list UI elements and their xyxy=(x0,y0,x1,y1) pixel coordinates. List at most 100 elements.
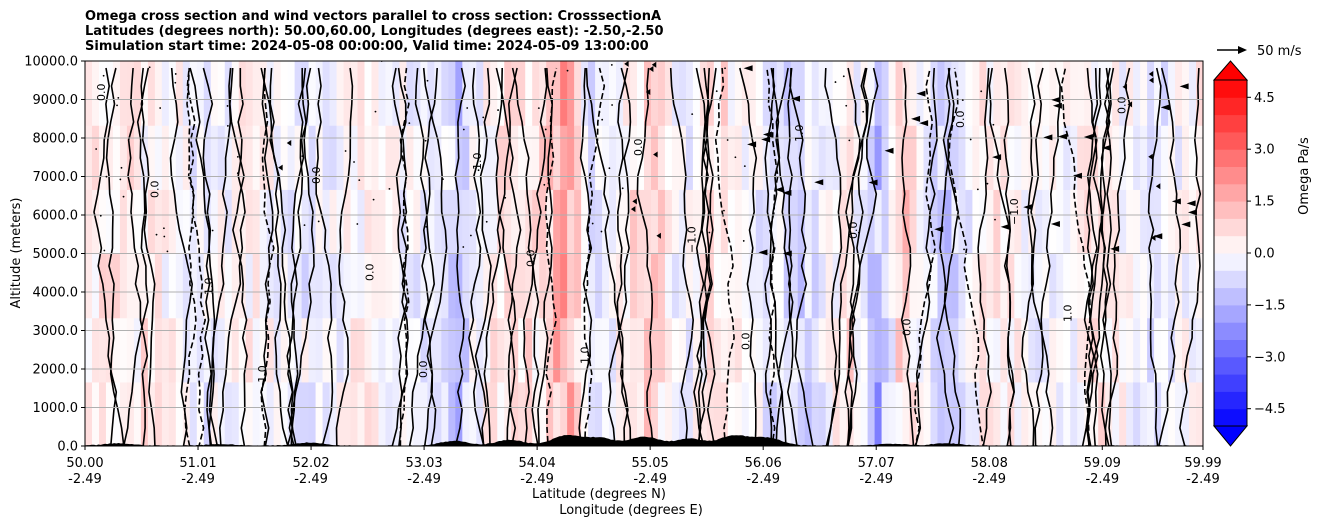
omega-cell xyxy=(406,317,415,383)
omega-cell xyxy=(574,381,582,446)
omega-cell xyxy=(776,381,785,446)
omega-cell xyxy=(539,125,547,190)
omega-cell xyxy=(406,253,415,319)
omega-cell xyxy=(364,125,373,190)
omega-cell xyxy=(350,317,359,383)
omega-cell xyxy=(85,253,93,319)
omega-cell xyxy=(867,381,876,446)
omega-cell xyxy=(965,125,974,190)
omega-cell xyxy=(727,381,736,446)
omega-cell xyxy=(469,381,477,446)
omega-cell xyxy=(657,125,666,190)
omega-cell xyxy=(1126,125,1134,190)
omega-cell xyxy=(706,189,715,255)
contour-line xyxy=(1179,67,1202,446)
omega-cell xyxy=(797,253,806,319)
x-tick-label-lat: 59.09 xyxy=(1084,456,1121,471)
omega-cell xyxy=(329,61,338,126)
omega-cell xyxy=(266,253,275,319)
wind-vector-dot xyxy=(353,161,355,163)
omega-cell xyxy=(532,125,540,190)
omega-cell xyxy=(455,317,463,383)
omega-cell xyxy=(748,125,757,190)
omega-cell xyxy=(1154,189,1162,255)
omega-cell xyxy=(301,61,310,126)
omega-cell xyxy=(245,253,254,319)
omega-cell xyxy=(343,253,352,319)
omega-cell xyxy=(1161,253,1169,319)
omega-cell xyxy=(1182,61,1190,126)
omega-cell xyxy=(790,381,799,446)
contour-line xyxy=(511,67,542,446)
contour-label: 0.0 xyxy=(364,264,377,282)
omega-cell xyxy=(664,125,673,190)
omega-cell xyxy=(664,61,673,126)
colorbar-label: Omega Pa/s xyxy=(1297,137,1312,215)
omega-cell xyxy=(217,253,226,319)
omega-cell xyxy=(1007,125,1015,190)
contour-line xyxy=(169,67,194,446)
omega-cell xyxy=(1126,61,1134,126)
omega-cell xyxy=(839,381,848,446)
wind-vector xyxy=(632,198,637,205)
omega-cell xyxy=(1168,61,1176,126)
omega-cell xyxy=(196,381,205,446)
omega-cell xyxy=(1091,61,1099,126)
omega-cell xyxy=(567,125,575,190)
omega-cell xyxy=(657,61,666,126)
omega-cell xyxy=(993,317,1001,383)
omega-cell xyxy=(133,61,142,126)
wind-vector xyxy=(1187,209,1197,216)
omega-cell xyxy=(1021,381,1029,446)
omega-cell xyxy=(273,125,282,190)
omega-cell xyxy=(518,61,526,126)
omega-cell xyxy=(441,317,449,383)
omega-cell xyxy=(553,189,561,255)
chart-title-line-2: Latitudes (degrees north): 50.00,60.00, … xyxy=(85,24,664,39)
omega-cell xyxy=(462,253,470,319)
wind-vector-dot xyxy=(537,107,540,109)
omega-cell xyxy=(497,253,505,319)
omega-cell xyxy=(630,253,638,319)
omega-cell xyxy=(1000,381,1008,446)
omega-cell xyxy=(986,381,994,446)
omega-cell xyxy=(909,61,918,126)
omega-cell xyxy=(273,253,282,319)
omega-cell xyxy=(112,125,121,190)
colorbar-band xyxy=(1214,304,1247,323)
omega-cell xyxy=(322,317,331,383)
omega-cell xyxy=(168,253,177,319)
omega-cell xyxy=(839,317,848,383)
wind-vector-dot xyxy=(734,156,737,159)
contour-line xyxy=(1034,67,1061,446)
omega-cell xyxy=(1028,381,1036,446)
omega-cell xyxy=(448,253,456,319)
omega-cell xyxy=(644,253,652,319)
colorbar-band xyxy=(1214,391,1247,410)
omega-cell xyxy=(1182,125,1190,190)
wind-vector xyxy=(1110,245,1120,252)
omega-cell xyxy=(1161,381,1169,446)
omega-cell xyxy=(650,61,659,126)
omega-cell xyxy=(455,61,463,126)
omega-cell xyxy=(280,381,289,446)
omega-cell xyxy=(1042,61,1050,126)
omega-cell xyxy=(539,189,547,255)
wind-vector-dot xyxy=(388,188,391,190)
x-tick-label-lat: 59.99 xyxy=(1184,456,1221,471)
omega-cell xyxy=(168,189,177,255)
omega-cell xyxy=(105,317,114,383)
wind-vector xyxy=(992,154,1002,161)
omega-cell xyxy=(748,189,757,255)
omega-cell xyxy=(1084,125,1092,190)
omega-cell xyxy=(888,125,897,190)
wind-vector-dot xyxy=(303,224,306,227)
omega-cell xyxy=(427,253,435,319)
omega-cell xyxy=(119,61,128,126)
omega-cell xyxy=(203,61,212,126)
x-tick-label-lon: -2.49 xyxy=(520,472,554,487)
omega-cell xyxy=(832,253,841,319)
omega-cell xyxy=(280,253,289,319)
wind-vector xyxy=(884,147,894,154)
omega-cell xyxy=(469,189,477,255)
